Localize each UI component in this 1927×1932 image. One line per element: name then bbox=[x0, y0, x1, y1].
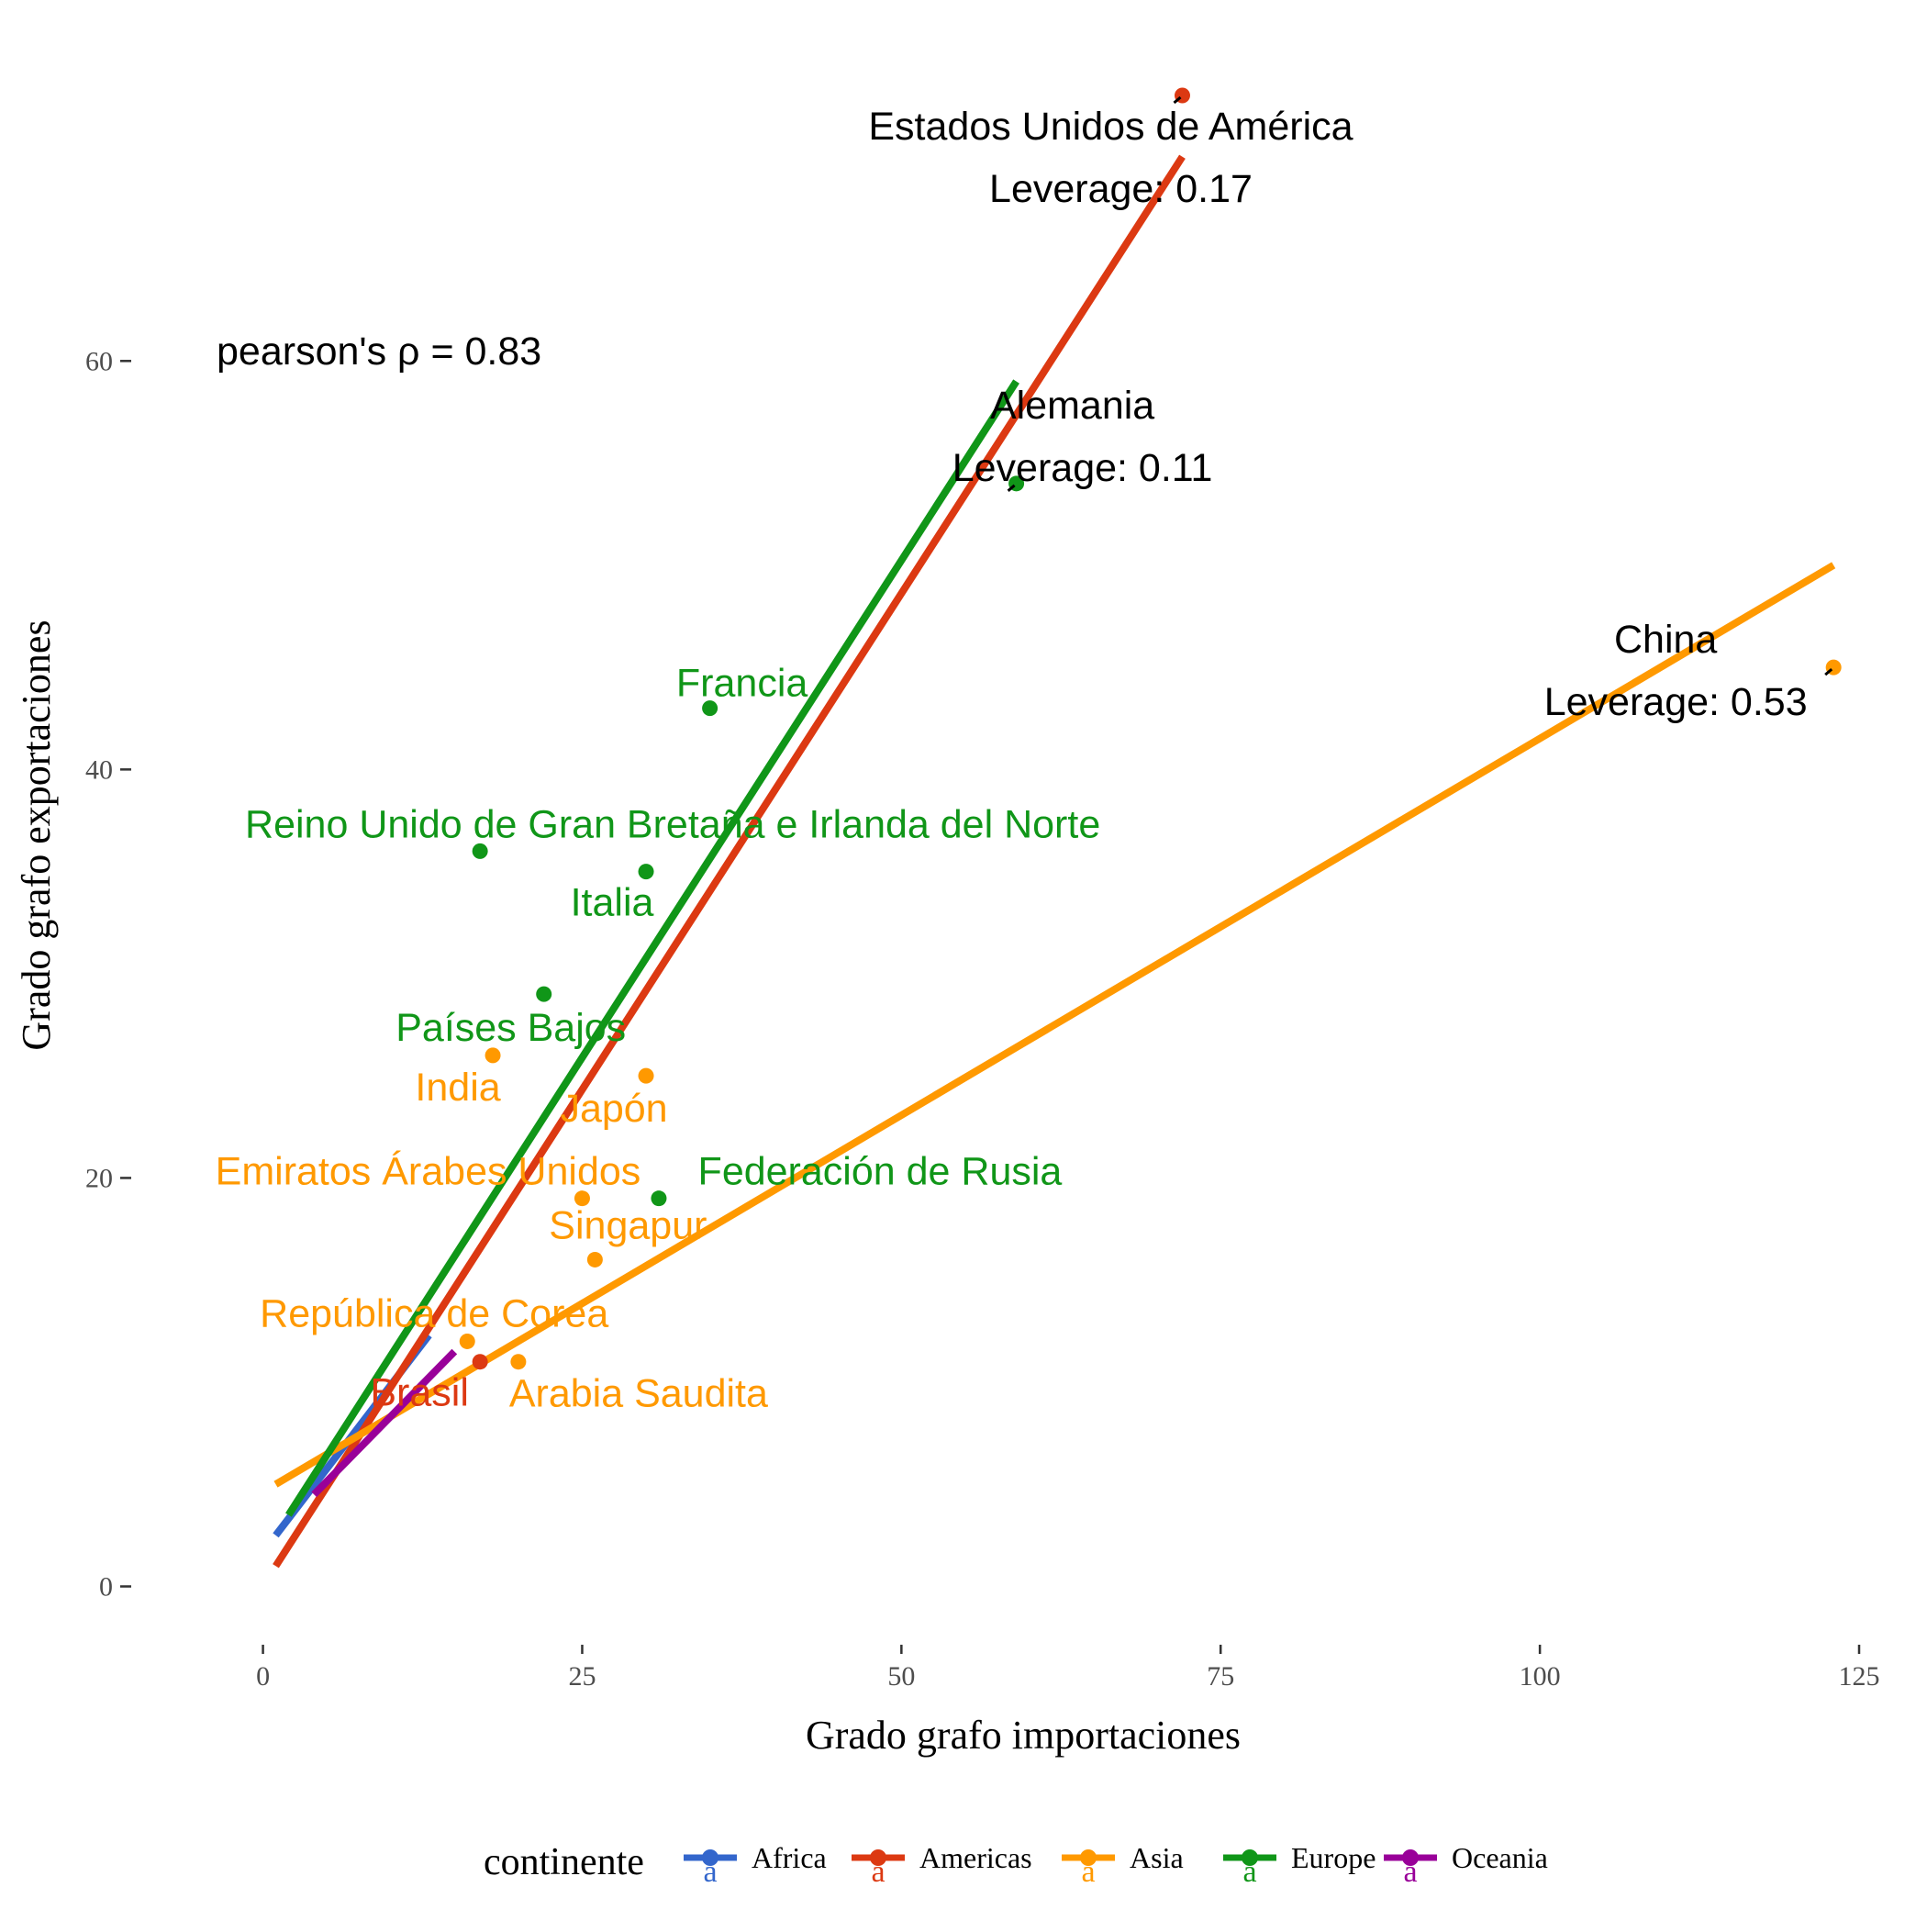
data-point bbox=[510, 1354, 527, 1370]
y-tick-label: 0 bbox=[99, 1571, 113, 1602]
point-label: India bbox=[415, 1066, 500, 1110]
x-tick-label: 75 bbox=[1207, 1661, 1234, 1692]
regression-line-europe bbox=[285, 379, 1019, 1517]
data-point bbox=[574, 1190, 590, 1207]
legend-item-africa: a Africa bbox=[684, 1841, 827, 1889]
point-label: Singapur bbox=[549, 1203, 707, 1247]
legend-point-swatch bbox=[1242, 1849, 1258, 1866]
point-label: República de Corea bbox=[260, 1291, 608, 1335]
label-leader-line bbox=[1824, 667, 1833, 676]
legend-glyph: a bbox=[1242, 1855, 1256, 1889]
label-leader-line bbox=[1007, 484, 1016, 492]
legend-glyph: a bbox=[703, 1855, 717, 1889]
data-point bbox=[638, 864, 654, 880]
legend-label: Africa bbox=[752, 1841, 827, 1874]
point-label: Arabia Saudita bbox=[509, 1372, 768, 1416]
data-point bbox=[536, 986, 552, 1002]
data-point bbox=[702, 700, 718, 717]
point-label: Italia bbox=[571, 881, 654, 925]
point-label: Japón bbox=[560, 1087, 667, 1131]
point-label: Francia bbox=[676, 662, 808, 706]
data-point bbox=[586, 1251, 603, 1268]
y-axis-title: Grado grafo exportaciones bbox=[14, 620, 59, 1050]
x-tick-label: 50 bbox=[887, 1661, 915, 1692]
legend-label: Oceania bbox=[1452, 1841, 1548, 1874]
legend-label: Europe bbox=[1291, 1841, 1376, 1874]
legend-glyph: a bbox=[1403, 1855, 1417, 1889]
leverage-label: Leverage: 0.11 bbox=[952, 446, 1213, 490]
x-tick-label: 125 bbox=[1839, 1661, 1880, 1692]
leverage-label: Leverage: 0.53 bbox=[1544, 680, 1808, 724]
legend-point-swatch bbox=[1080, 1849, 1097, 1866]
legend-title: continente bbox=[484, 1841, 644, 1883]
data-point bbox=[472, 843, 488, 859]
legend-point-swatch bbox=[1402, 1849, 1419, 1866]
data-point bbox=[651, 1190, 667, 1207]
point-label: Federación de Rusia bbox=[698, 1150, 1063, 1194]
regression-lines bbox=[273, 154, 1836, 1569]
point-label: China bbox=[1614, 618, 1717, 662]
point-label: Brasil bbox=[370, 1371, 469, 1415]
x-tick-label: 25 bbox=[568, 1661, 596, 1692]
regression-line-oceania bbox=[311, 1348, 458, 1498]
data-point bbox=[638, 1067, 654, 1084]
data-point bbox=[485, 1047, 501, 1064]
legend-item-asia: a Asia bbox=[1062, 1841, 1184, 1889]
legend-item-oceania: a Oceania bbox=[1384, 1841, 1548, 1889]
legend-glyph: a bbox=[1081, 1855, 1095, 1889]
y-axis: 0 20 40 60 bbox=[85, 346, 131, 1602]
data-point bbox=[459, 1333, 475, 1349]
point-label: Alemania bbox=[990, 384, 1154, 428]
x-axis-title: Grado grafo importaciones bbox=[806, 1713, 1241, 1758]
y-tick-label: 60 bbox=[85, 346, 113, 376]
legend-item-americas: a Americas bbox=[852, 1841, 1032, 1889]
point-label: Reino Unido de Gran Bretaña e Irlanda de… bbox=[245, 802, 1100, 846]
legend-label: Americas bbox=[919, 1841, 1032, 1874]
x-axis: 0 25 50 75 100 125 bbox=[256, 1645, 1880, 1692]
legend-label: Asia bbox=[1130, 1841, 1184, 1874]
regression-line-asia bbox=[273, 562, 1836, 1488]
leverage-label: Leverage: 0.17 bbox=[989, 167, 1253, 211]
regression-line-americas bbox=[273, 154, 1186, 1569]
legend: continente a Africa a Americas a Asia a Europe a… bbox=[484, 1841, 1548, 1889]
legend-item-europe: a Europe bbox=[1223, 1841, 1376, 1889]
x-tick-label: 0 bbox=[256, 1661, 270, 1692]
point-label: Estados Unidos de América bbox=[868, 105, 1353, 149]
y-tick-label: 40 bbox=[85, 754, 113, 785]
legend-point-swatch bbox=[702, 1849, 718, 1866]
x-tick-label: 100 bbox=[1520, 1661, 1561, 1692]
legend-point-swatch bbox=[870, 1849, 886, 1866]
point-labels: Estados Unidos de América Leverage: 0.17 C… bbox=[216, 95, 1833, 1416]
point-label: Emiratos Árabes Unidos bbox=[216, 1150, 641, 1194]
data-points bbox=[459, 87, 1842, 1370]
label-leader-line bbox=[1173, 95, 1182, 105]
legend-glyph: a bbox=[871, 1855, 885, 1889]
y-tick-label: 20 bbox=[85, 1163, 113, 1193]
point-label: Países Bajos bbox=[395, 1006, 626, 1050]
data-point bbox=[472, 1354, 488, 1370]
correlation-annotation: pearson's ρ = 0.83 bbox=[217, 329, 541, 374]
